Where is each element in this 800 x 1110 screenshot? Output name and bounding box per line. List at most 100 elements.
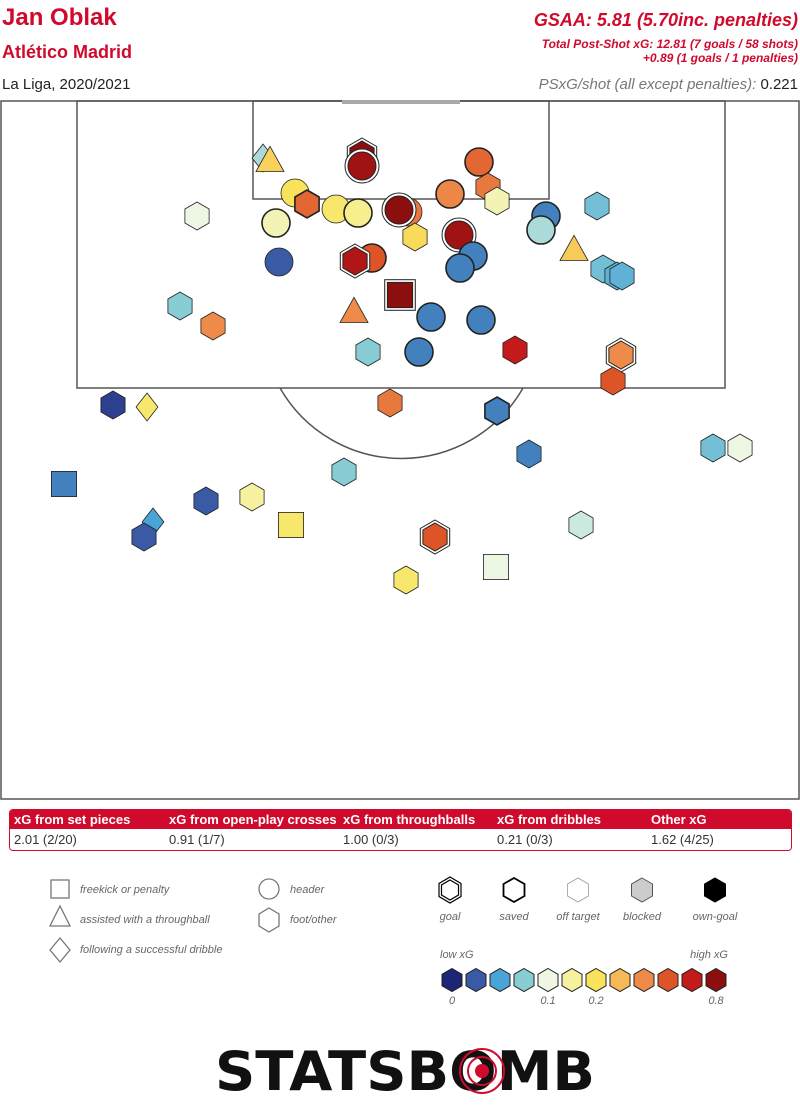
shot-marker-foot-other	[393, 565, 419, 595]
scale-swatch	[441, 967, 463, 993]
shot-marker-header	[264, 247, 294, 277]
shot-marker-foot-other	[600, 366, 626, 396]
legend-foot-label: foot/other	[290, 914, 338, 926]
statsbomb-logo: STATSBOMB	[215, 1040, 595, 1100]
psxg-per-shot-label: PSxG/shot (all except penalties):	[538, 76, 757, 93]
shot-marker-foot-other	[502, 335, 528, 365]
shot-marker-foot-other	[184, 201, 210, 231]
shot-marker-foot-other	[605, 337, 637, 373]
shot-marker-foot-other	[100, 390, 126, 420]
circle-icon	[258, 878, 280, 900]
outcome-saved-label: saved	[499, 911, 529, 923]
xg-color-scale	[441, 967, 727, 993]
off-target-hexagon-icon	[567, 877, 589, 903]
psxg-per-shot-value: 0.221	[760, 76, 798, 93]
xg-header-throughballs: xG from throughballs	[343, 812, 476, 827]
goal-hexagon-icon	[438, 876, 462, 904]
shot-marker-freekick-or-penalty	[277, 511, 304, 538]
xg-value-dribbles: 0.21 (0/3)	[497, 832, 553, 847]
xg-value-crosses: 0.91 (1/7)	[169, 832, 225, 847]
legend-freekick-label: freekick or penalty	[80, 884, 171, 896]
shot-marker-header	[466, 305, 496, 335]
shape-legend	[48, 878, 280, 964]
header: Jan Oblak Atlético Madrid La Liga, 2020/…	[0, 0, 800, 100]
scale-swatch	[681, 967, 703, 993]
xg-header-other: Other xG	[651, 812, 707, 827]
psxg-total: Total Post-Shot xG: 12.81 (7 goals / 58 …	[541, 37, 798, 51]
xg-value-other: 1.62 (4/25)	[651, 832, 714, 847]
xg-breakdown-table: xG from set pieces xG from open-play cro…	[9, 809, 792, 851]
shot-markers	[51, 137, 753, 595]
own-goal-hexagon-icon	[704, 877, 726, 903]
xg-header-set-pieces: xG from set pieces	[14, 812, 131, 827]
scale-swatch	[465, 967, 487, 993]
scale-swatch	[513, 967, 535, 993]
target-icon	[459, 1048, 505, 1094]
logo-text: STATSBOMB	[215, 1040, 595, 1100]
scale-swatch	[633, 967, 655, 993]
team-name: Atlético Madrid	[2, 42, 133, 62]
shot-marker-foot-other	[484, 186, 510, 216]
shot-marker-header	[381, 192, 417, 228]
scale-tick-02: 0.2	[588, 995, 603, 1007]
square-icon	[50, 879, 70, 899]
xg-value-set-pieces: 2.01 (2/20)	[14, 832, 77, 847]
shot-marker-foot-other	[193, 486, 219, 516]
blocked-hexagon-icon	[631, 877, 653, 903]
shot-marker-foot-other	[200, 311, 226, 341]
outcome-legend: goal saved off target blocked own-goal	[438, 876, 738, 923]
shot-marker-foot-other	[131, 522, 157, 552]
outcome-off-target-label: off target	[556, 911, 600, 923]
gsaa-value: GSAA: 5.81 (5.70inc. penalties)	[533, 10, 798, 30]
triangle-icon	[48, 904, 72, 927]
xg-table-header: xG from set pieces xG from open-play cro…	[10, 810, 791, 829]
shot-marker-foot-other	[294, 189, 320, 219]
outcome-blocked-label: blocked	[623, 911, 662, 923]
shot-marker-header	[344, 148, 380, 184]
shot-marker-foot-other	[584, 191, 610, 221]
shot-marker-assisted-with-a-throughball	[339, 296, 369, 323]
psxg-per-shot: PSxG/shot (all except penalties): 0.221	[539, 76, 798, 93]
shot-marker-following-a-successful-dribble	[135, 392, 159, 422]
outcome-goal-label: goal	[440, 911, 461, 923]
xg-table-values: 2.01 (2/20) 0.91 (1/7) 1.00 (0/3) 0.21 (…	[10, 829, 791, 850]
shot-marker-foot-other	[516, 439, 542, 469]
xg-value-throughballs: 1.00 (0/3)	[343, 832, 399, 847]
season-label: La Liga, 2020/2021	[2, 76, 131, 93]
psxg-penalties: +0.89 (1 goals / 1 penalties)	[642, 51, 798, 65]
shot-marker-foot-other	[167, 291, 193, 321]
shot-marker-foot-other	[609, 261, 635, 291]
shot-marker-header	[404, 337, 434, 367]
scale-low-label: low xG	[440, 949, 474, 961]
shot-marker-foot-other	[377, 388, 403, 418]
shot-marker-foot-other	[568, 510, 594, 540]
shot-marker-foot-other	[484, 396, 510, 426]
shot-marker-foot-other	[727, 433, 753, 463]
scale-swatch	[537, 967, 559, 993]
shot-marker-foot-other	[239, 482, 265, 512]
pitch-lines	[0, 100, 800, 800]
shot-marker-header	[464, 147, 494, 177]
shot-marker-header	[435, 179, 465, 209]
scale-swatch	[585, 967, 607, 993]
scale-high-label: high xG	[690, 949, 728, 961]
xg-header-dribbles: xG from dribbles	[497, 812, 602, 827]
legend-dribble-label: following a successful dribble	[80, 944, 222, 956]
shot-marker-foot-other	[331, 457, 357, 487]
shot-marker-freekick-or-penalty	[51, 470, 78, 497]
xg-header-crosses: xG from open-play crosses	[169, 812, 337, 827]
shot-marker-header	[445, 253, 475, 283]
legend-throughball-label: assisted with a throughball	[80, 914, 210, 926]
shot-marker-foot-other	[419, 519, 451, 555]
legend-header-label: header	[290, 884, 326, 896]
shot-marker-header	[416, 302, 446, 332]
shot-marker-foot-other	[700, 433, 726, 463]
scale-swatch	[489, 967, 511, 993]
shot-marker-header	[526, 215, 556, 245]
scale-swatch	[657, 967, 679, 993]
shot-marker-foot-other	[402, 222, 428, 252]
shot-marker-foot-other	[355, 337, 381, 367]
scale-tick-0: 0	[449, 995, 456, 1007]
diamond-icon	[49, 936, 71, 964]
shot-map	[0, 100, 800, 800]
